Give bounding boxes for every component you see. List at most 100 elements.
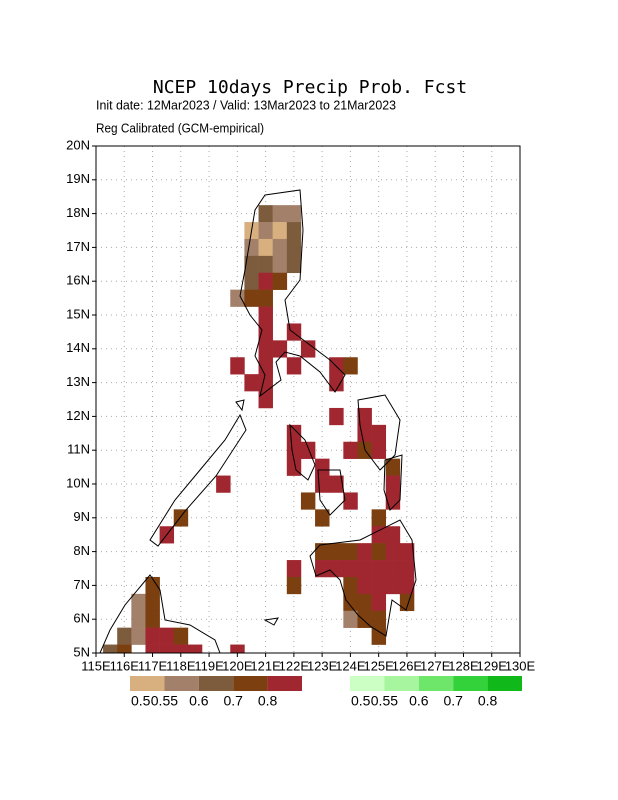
prob-cell: [258, 340, 273, 358]
coastline: [99, 189, 417, 653]
prob-cell: [343, 610, 358, 628]
prob-cell: [145, 593, 160, 612]
prob-cell: [371, 441, 387, 459]
prob-cell: [371, 526, 387, 544]
prob-cell: [145, 644, 160, 653]
prob-cell: [272, 340, 288, 358]
prob-cell: [343, 593, 358, 612]
prob-cell: [385, 458, 401, 476]
y-tick-label: 9N: [73, 509, 90, 524]
prob-cell: [159, 627, 175, 645]
prob-cell: [272, 205, 288, 223]
prob-cell: [300, 441, 316, 459]
legend-swatch: [198, 676, 234, 691]
prob-cell: [357, 543, 372, 561]
prob-cell: [244, 272, 259, 290]
prob-cell: [300, 492, 316, 510]
prob-cell: [131, 627, 146, 645]
x-tick-label: 115E: [81, 658, 111, 673]
prob-cell: [343, 441, 358, 459]
prob-cell: [357, 424, 372, 443]
prob-cell: [258, 205, 273, 223]
prob-cell: [371, 610, 387, 628]
prob-cell: [343, 576, 358, 595]
prob-cell: [145, 627, 160, 645]
prob-cell: [117, 644, 132, 653]
prob-cell: [258, 255, 273, 274]
prob-cell: [329, 543, 344, 561]
plot-frame: [95, 145, 521, 654]
prob-cell: [343, 357, 358, 375]
legend-label: 0.5: [131, 693, 151, 709]
x-tick-label: 127E: [420, 658, 451, 673]
prob-cell: [286, 576, 302, 595]
prob-cell: [117, 627, 132, 645]
y-tick-label: 17N: [66, 239, 90, 254]
x-tick-label: 124E: [335, 658, 366, 673]
y-tick-label: 12N: [66, 408, 90, 423]
prob-cell: [145, 610, 160, 628]
prob-cell: [258, 289, 273, 307]
prob-cell: [230, 289, 245, 307]
prob-cell: [315, 560, 330, 578]
x-tick-label: 122E: [279, 658, 310, 673]
y-tick-label: 11N: [67, 442, 90, 457]
prob-cell: [145, 576, 160, 595]
prob-cell: [230, 357, 245, 375]
prob-cell: [131, 610, 146, 628]
prob-cell: [315, 509, 330, 527]
x-tick-label: 121E: [250, 658, 281, 673]
prob-cell: [300, 340, 316, 358]
prob-cell: [385, 560, 401, 578]
prob-cell: [371, 424, 387, 443]
legend-swatch: [384, 676, 419, 691]
prob-cell: [173, 627, 189, 645]
legend-swatch: [453, 676, 488, 691]
x-tick-label: 118E: [166, 658, 196, 673]
x-tick-label: 120E: [222, 658, 253, 673]
legend-swatch: [130, 676, 165, 691]
prob-cell: [343, 492, 358, 510]
prob-cell: [385, 475, 401, 493]
legend-label: 0.55: [371, 693, 398, 709]
prob-cell: [286, 560, 302, 578]
x-tick-label: 117E: [138, 658, 168, 673]
prob-cell: [399, 593, 415, 612]
legend-label: 0.5: [351, 693, 371, 709]
x-tick-label: 128E: [448, 658, 479, 673]
prob-cell: [315, 475, 330, 493]
prob-cell: [371, 576, 387, 595]
prob-cell: [399, 560, 415, 578]
x-tick-label: 125E: [363, 658, 394, 673]
prob-cell: [371, 509, 387, 527]
prob-cell: [244, 289, 259, 307]
prob-cell: [399, 543, 415, 561]
prob-cell: [173, 644, 189, 653]
prob-cell: [286, 441, 302, 459]
legend-swatch: [233, 676, 268, 691]
prob-cell: [286, 205, 302, 223]
prob-cell: [371, 543, 387, 561]
prob-cell: [272, 272, 288, 290]
prob-cell: [216, 475, 231, 493]
y-tick-label: 18N: [66, 205, 90, 220]
y-tick-label: 8N: [73, 543, 90, 558]
x-tick-label: 130E: [505, 658, 536, 673]
prob-cell: [371, 593, 387, 612]
prob-cell: [329, 560, 344, 578]
prob-cell: [258, 238, 273, 257]
legend-swatch: [267, 676, 302, 691]
prob-cell: [159, 644, 175, 653]
y-tick-label: 20N: [66, 137, 90, 152]
prob-cell: [272, 238, 288, 257]
prob-cell: [286, 357, 302, 375]
prob-cell: [187, 644, 203, 653]
prob-cell: [258, 222, 273, 240]
prob-cell: [385, 576, 401, 595]
prob-cell: [357, 610, 372, 628]
prob-cell: [258, 391, 273, 409]
prob-cell: [399, 576, 415, 595]
prob-cell: [258, 306, 273, 324]
y-tick-label: 10N: [66, 475, 90, 490]
prob-cell: [244, 374, 259, 392]
